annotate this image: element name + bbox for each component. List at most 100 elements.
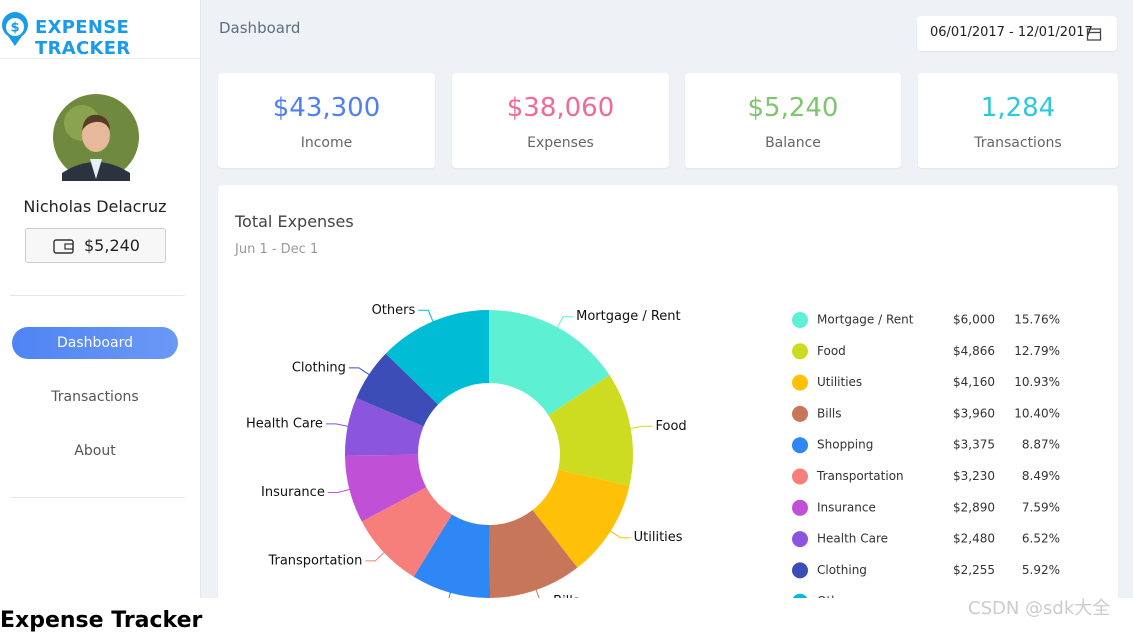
leader-line	[327, 488, 352, 493]
leader-line	[448, 590, 452, 598]
slice-label: Clothing	[292, 360, 346, 375]
leader-line	[608, 529, 631, 539]
legend-name: Transportation	[816, 469, 904, 483]
stat-label: Balance	[765, 135, 821, 151]
profile-name: Nicholas Delacruz	[23, 197, 167, 216]
logo-text: EXPENSE TRACKER	[35, 17, 131, 59]
legend-percent: 5.92%	[1022, 563, 1060, 577]
footer-heading: Expense Tracker	[0, 608, 203, 633]
slice-label: Bills	[553, 594, 580, 598]
legend-name: Utilities	[817, 375, 862, 389]
leader-line	[628, 425, 653, 430]
donut-slice	[356, 353, 439, 427]
stat-value: $43,300	[272, 93, 381, 123]
breadcrumb: Dashboard	[219, 19, 301, 37]
leader-line	[418, 309, 435, 324]
watermark: CSDN @sdk大全	[968, 598, 1111, 619]
legend-percent: 8.49%	[1022, 469, 1060, 483]
logo-bar: $ EXPENSE TRACKER	[0, 0, 200, 59]
stat-value: 1,284	[980, 93, 1056, 123]
stat-card: $43,300 Income	[218, 73, 435, 168]
stat-value: $5,240	[747, 93, 839, 123]
legend-swatch	[792, 343, 808, 360]
slice-label: Health Care	[246, 416, 323, 431]
slice-label: Mortgage / Rent	[576, 309, 681, 324]
date-range: 06/01/2017 - 12/01/2017	[930, 25, 1093, 40]
legend-amount: $6,000	[953, 313, 995, 327]
legend-swatch	[792, 499, 808, 516]
legend-name: Bills	[817, 406, 842, 420]
legend-amount: $4,160	[953, 375, 995, 389]
nav-item[interactable]: Transactions	[51, 389, 139, 405]
calendar-icon	[1086, 28, 1102, 41]
stat-card: $5,240 Balance	[685, 73, 901, 168]
legend-name: Clothing	[817, 563, 867, 577]
legend-amount: $3,375	[953, 438, 995, 452]
donut-slice	[489, 510, 578, 598]
wallet-amount: $5,240	[84, 236, 140, 255]
legend-amount: $3,230	[953, 469, 995, 483]
slice-label: Shopping	[373, 597, 434, 598]
legend-percent: 10.40%	[1014, 406, 1060, 420]
slice-label: Food	[656, 419, 687, 434]
avatar	[53, 94, 139, 181]
donut-slice	[489, 310, 610, 416]
donut-slice	[345, 454, 427, 522]
donut-slice	[345, 398, 424, 456]
stat-card: 1,284 Transactions	[918, 73, 1118, 168]
donut-slice	[548, 375, 633, 486]
slice-label: Others	[372, 303, 416, 318]
legend-swatch	[792, 468, 808, 485]
legend-swatch	[792, 437, 808, 454]
donut-slice	[361, 487, 452, 577]
legend-percent: 15.76%	[1014, 313, 1060, 327]
donut-slice	[385, 310, 489, 405]
leader-line	[535, 587, 540, 598]
chart-title: Total Expenses	[235, 212, 354, 231]
leader-line	[556, 316, 574, 330]
nav-item[interactable]: Dashboard	[12, 327, 178, 359]
legend-name: Others	[817, 594, 857, 598]
legend-swatch	[792, 374, 808, 391]
legend-name: Insurance	[817, 500, 876, 514]
separator	[10, 497, 185, 498]
leader-line	[325, 423, 350, 428]
chart-card: Total Expenses Jun 1 - Dec 1 Mortgage / …	[218, 185, 1118, 598]
slice-label: Utilities	[634, 530, 683, 545]
legend-name: Food	[817, 344, 846, 358]
slice-label: Transportation	[267, 553, 362, 568]
legend-amount: $3,960	[953, 406, 995, 420]
wallet-box: $5,240	[25, 228, 166, 263]
legend-swatch	[792, 405, 808, 422]
nav-item[interactable]: About	[74, 443, 116, 459]
leader-line	[348, 367, 371, 377]
donut-slice	[413, 514, 491, 598]
legend-percent: 10.93%	[1014, 375, 1060, 389]
app: $ EXPENSE TRACKER Nicholas Delacruz $5,2…	[0, 0, 1133, 598]
slice-label: Insurance	[261, 485, 325, 500]
stat-label: Income	[300, 135, 353, 151]
legend-swatch	[792, 562, 808, 579]
date-picker[interactable]: 06/01/2017 - 12/01/2017	[917, 16, 1117, 51]
chart-subtitle: Jun 1 - Dec 1	[235, 242, 319, 257]
legend-amount: $2,890	[953, 500, 995, 514]
logo-icon: $	[2, 12, 29, 46]
stat-card: $38,060 Expenses	[452, 73, 669, 168]
legend-swatch	[792, 593, 808, 598]
separator	[10, 295, 185, 296]
sidebar: $ EXPENSE TRACKER Nicholas Delacruz $5,2…	[0, 0, 201, 598]
legend-percent: 12.79%	[1014, 344, 1060, 358]
stat-label: Expenses	[527, 135, 594, 151]
donut-slice	[532, 469, 630, 568]
legend-percent: 8.87%	[1022, 438, 1060, 452]
legend-swatch	[792, 531, 808, 548]
legend-amount: $2,255	[953, 563, 995, 577]
legend-amount: $2,480	[953, 532, 995, 546]
donut-chart: Mortgage / Rent Food Utilities Bills Shoppin…	[246, 303, 1060, 598]
wallet-icon	[53, 239, 74, 254]
stat-value: $38,060	[506, 93, 615, 123]
legend-name: Shopping	[817, 438, 873, 452]
legend-name: Health Care	[817, 532, 888, 546]
svg-text:$: $	[10, 21, 19, 36]
